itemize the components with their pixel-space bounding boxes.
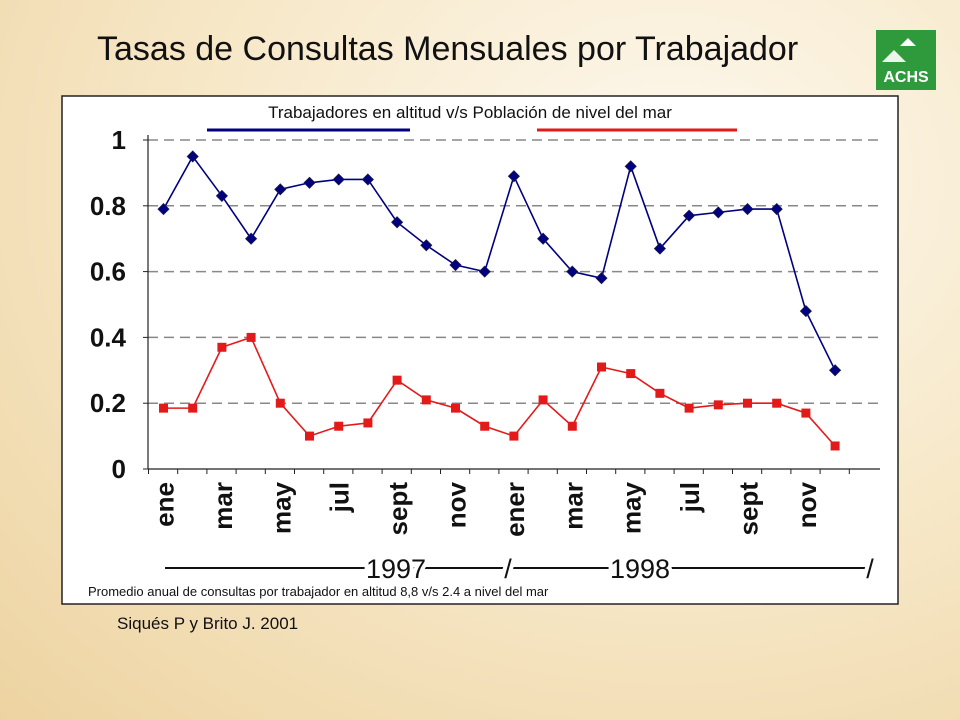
data-point-diamond <box>829 364 842 377</box>
data-point-square <box>363 418 373 428</box>
slide-title: Tasas de Consultas Mensuales por Trabaja… <box>97 30 799 68</box>
data-point-square <box>275 398 285 408</box>
chart-subtitle: Trabajadores en altitud v/s Población de… <box>268 103 672 122</box>
data-point-diamond <box>361 173 374 186</box>
data-point-square <box>772 398 782 408</box>
data-point-square <box>421 395 431 405</box>
x-tick-label: sept <box>383 482 413 536</box>
x-tick-label: jul <box>325 482 355 513</box>
year-separator: / <box>866 554 874 584</box>
data-point-diamond <box>770 203 783 216</box>
data-point-square <box>392 375 402 385</box>
data-point-diamond <box>215 189 228 202</box>
x-tick-label: ener <box>500 482 530 537</box>
data-point-diamond <box>741 203 754 216</box>
x-tick-label: nov <box>442 481 472 528</box>
citation: Siqués P y Brito J. 2001 <box>117 614 299 633</box>
data-point-square <box>655 388 665 398</box>
data-point-diamond <box>274 183 287 196</box>
y-tick-label: 0.6 <box>90 257 126 287</box>
data-point-square <box>159 403 168 413</box>
x-tick-label: nov <box>792 481 822 528</box>
y-tick-label: 0 <box>112 454 126 484</box>
data-point-diamond <box>595 272 608 285</box>
y-tick-label: 0.8 <box>90 191 126 221</box>
data-point-square <box>830 441 840 451</box>
x-tick-label: may <box>617 481 647 534</box>
year-label: 1998 <box>610 554 670 584</box>
achs-logo: ACHS <box>876 30 936 90</box>
data-point-square <box>217 342 227 352</box>
data-point-square <box>684 403 694 413</box>
data-point-square <box>801 408 811 418</box>
x-tick-label: mar <box>558 482 588 530</box>
data-point-diamond <box>186 150 199 163</box>
axes <box>143 135 880 474</box>
svg-text:ACHS: ACHS <box>883 69 929 86</box>
chart-frame <box>61 95 899 605</box>
data-point-diamond <box>245 232 258 245</box>
y-tick-label: 0.4 <box>90 322 127 352</box>
data-point-diamond <box>683 209 696 222</box>
x-tick-label: jul <box>675 482 705 513</box>
year-label: 1997 <box>366 554 426 584</box>
data-point-diamond <box>449 258 462 272</box>
data-point-diamond <box>799 305 812 318</box>
data-point-diamond <box>332 173 345 186</box>
data-point-diamond <box>157 203 170 216</box>
data-point-square <box>305 431 314 441</box>
data-point-diamond <box>391 216 404 229</box>
y-tick-labels: 0 0.2 0.4 0.6 0.8 1 <box>90 125 127 484</box>
data-point-diamond <box>566 265 579 278</box>
data-point-diamond <box>478 265 491 278</box>
x-tick-label: mar <box>208 482 238 530</box>
year-separator: / <box>504 554 512 584</box>
data-point-diamond <box>303 176 316 189</box>
x-tick-label: sept <box>734 482 764 536</box>
year-axis: 1997 / 1998 / <box>165 550 878 588</box>
x-tick-label: ene <box>150 482 180 527</box>
chart-footnote: Promedio anual de consultas por trabajad… <box>88 584 549 599</box>
data-point-diamond <box>537 232 550 245</box>
x-tick-label: may <box>266 481 296 534</box>
data-point-square <box>509 431 519 441</box>
y-tick-label: 0.2 <box>90 388 126 418</box>
data-point-square <box>713 400 723 410</box>
data-point-square <box>334 421 344 431</box>
data-point-square <box>188 403 198 413</box>
data-point-square <box>626 369 636 379</box>
data-point-square <box>567 421 577 431</box>
data-point-square <box>451 403 460 413</box>
series-line-1 <box>163 336 836 447</box>
data-point-square <box>246 332 256 342</box>
data-point-diamond <box>653 242 666 255</box>
data-series <box>157 150 842 451</box>
data-point-diamond <box>712 206 725 219</box>
data-point-diamond <box>507 170 520 183</box>
data-point-diamond <box>420 239 433 252</box>
data-point-square <box>538 395 548 405</box>
data-point-square <box>597 362 606 372</box>
data-point-square <box>480 421 490 431</box>
x-tick-labels: ene mar may jul sept nov ener mar may jul sept nov <box>150 481 822 536</box>
y-tick-label: 1 <box>112 125 126 155</box>
data-point-diamond <box>624 160 637 173</box>
data-point-square <box>743 398 752 408</box>
